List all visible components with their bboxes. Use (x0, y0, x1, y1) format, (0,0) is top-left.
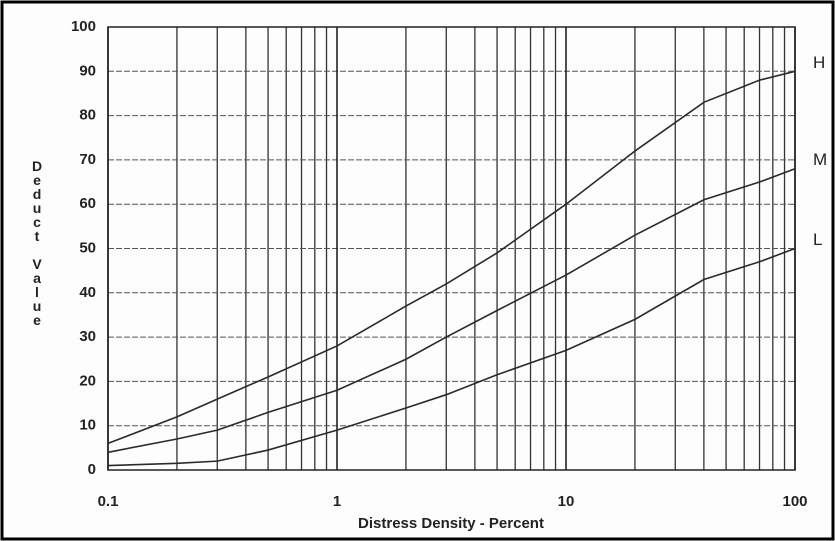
line (107, 247, 796, 467)
y-tick-label: 80 (79, 107, 96, 124)
y-axis-label: Deduct Value (29, 158, 45, 326)
x-tick-label: 0.1 (98, 493, 119, 510)
y-tick-label: 20 (79, 372, 96, 389)
series-label: H (813, 53, 825, 72)
y-tick-label: 10 (79, 417, 96, 434)
y-tick-label: 0 (88, 461, 96, 478)
x-tick-label: 10 (558, 493, 575, 510)
line (107, 168, 796, 454)
y-tick-label: 90 (79, 62, 96, 79)
x-tick-label: 1 (333, 493, 341, 510)
y-tick-label: 50 (79, 239, 96, 256)
y-tick-label: 40 (79, 284, 96, 301)
line (107, 70, 796, 445)
x-axis-label: Distress Density - Percent (358, 515, 544, 532)
y-tick-label: 60 (79, 195, 96, 212)
y-tick-label: 100 (71, 18, 96, 35)
series-label: M (813, 150, 827, 169)
y-tick-label: 30 (79, 328, 96, 345)
series-label: L (813, 230, 822, 249)
y-tick-label: 70 (79, 151, 96, 168)
x-tick-label: 100 (782, 493, 807, 510)
